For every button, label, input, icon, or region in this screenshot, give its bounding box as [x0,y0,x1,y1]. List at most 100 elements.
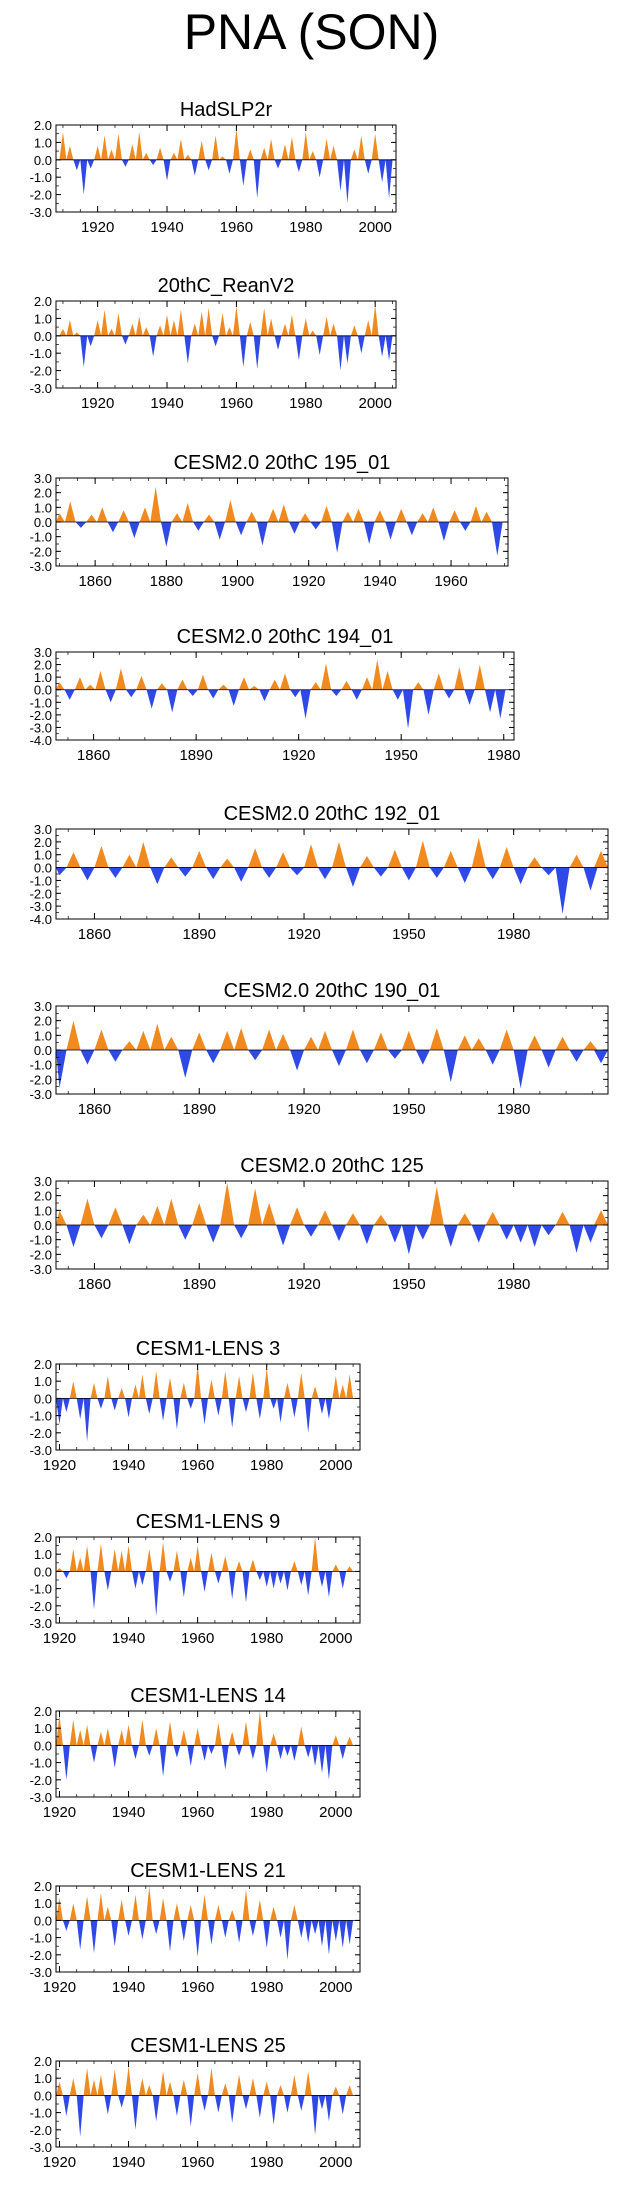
positive-anomaly-area [164,1198,179,1225]
positive-anomaly-area [192,1203,207,1225]
negative-anomaly-area [284,2095,291,2113]
negative-anomaly-area [277,1398,284,1423]
positive-anomaly-area [304,844,319,868]
positive-anomaly-area [219,313,226,336]
x-tick-label: 1960 [434,573,467,590]
y-tick-label: -1.0 [30,1233,52,1248]
positive-anomaly-area [387,849,402,868]
positive-anomaly-area [69,1719,77,1746]
negative-anomaly-area [208,689,219,699]
negative-anomaly-area [443,1225,458,1247]
negative-anomaly-area [318,1571,326,1587]
negative-anomaly-area [495,689,506,719]
negative-anomaly-area [239,159,247,186]
positive-anomaly-area [198,140,206,160]
negative-anomaly-area [249,1920,257,1936]
positive-anomaly-area [164,857,179,868]
y-tick-label: 1.0 [34,848,52,863]
positive-anomaly-area [220,1030,235,1050]
negative-anomaly-area [569,1225,584,1253]
positive-anomaly-area [309,151,317,160]
negative-anomaly-area [337,335,344,371]
x-tick-label: 1920 [287,926,320,943]
x-tick-label: 1980 [250,1804,283,1821]
y-tick-label: 2.0 [34,486,52,501]
y-tick-label: 2.0 [34,1879,52,1894]
negative-anomaly-area [111,1920,119,1947]
panel-title: CESM2.0 20thC 192_01 [224,803,441,825]
negative-anomaly-area [304,1398,312,1433]
negative-anomaly-area [471,1225,486,1243]
y-tick-label: 2.0 [34,294,52,309]
panel-title: CESM1-LENS 14 [130,1685,286,1707]
negative-anomaly-area [513,867,528,885]
negative-anomaly-area [378,159,386,183]
positive-anomaly-area [83,1724,91,1746]
negative-anomaly-area [221,1745,229,1770]
negative-anomaly-area [201,2095,208,2111]
y-tick-label: 2.0 [34,118,52,133]
positive-anomaly-area [97,1892,105,1921]
negative-anomaly-area [167,689,178,713]
positive-anomaly-area [269,679,280,690]
negative-anomaly-area [363,522,375,544]
x-tick-label: 1920 [287,1101,320,1118]
positive-anomaly-area [220,1182,235,1225]
x-tick-label: 1890 [183,1276,216,1293]
positive-anomaly-area [69,1903,77,1921]
x-tick-label: 2000 [319,2154,352,2171]
positive-anomaly-area [208,1379,215,1399]
negative-anomaly-area [304,1920,312,1943]
positive-anomaly-area [59,328,67,336]
positive-anomaly-area [278,504,290,522]
positive-anomaly-area [104,1376,112,1399]
negative-anomaly-area [152,2095,160,2122]
x-tick-label: 1980 [497,1101,530,1118]
x-tick-label: 1920 [81,395,114,412]
y-tick-label: -3.0 [30,381,52,396]
positive-anomaly-area [139,507,151,522]
negative-anomaly-area [166,1571,174,1582]
x-tick-label: 1960 [181,1457,214,1474]
positive-anomaly-area [111,2069,119,2096]
negative-anomaly-area [138,1920,146,1940]
positive-anomaly-area [83,1896,91,1921]
positive-anomaly-area [122,1041,137,1050]
y-tick-label: 3.0 [34,999,52,1014]
y-tick-label: -2.0 [30,1948,52,1963]
negative-anomaly-area [284,1920,291,1960]
positive-anomaly-area [238,677,250,690]
positive-anomaly-area [221,1555,229,1572]
positive-anomaly-area [339,1384,347,1399]
positive-anomaly-area [85,684,96,690]
positive-anomaly-area [74,677,86,690]
positive-anomaly-area [499,847,514,868]
negative-anomaly-area [325,1920,333,1955]
positive-anomaly-area [108,328,115,336]
positive-anomaly-area [350,325,358,336]
negative-anomaly-area [152,1920,160,1935]
positive-anomaly-area [177,138,185,160]
y-tick-label: 1.0 [34,311,52,326]
positive-anomaly-area [173,1550,181,1572]
negative-anomaly-area [228,1398,236,1428]
negative-anomaly-area [132,2095,139,2130]
x-tick-label: 1940 [112,1979,145,1996]
positive-anomaly-area [320,663,332,690]
negative-anomaly-area [173,2095,181,2117]
negative-anomaly-area [263,1920,271,1948]
negative-anomaly-area [201,1571,208,1593]
negative-anomaly-area [541,1050,556,1068]
negative-anomaly-area [159,1398,167,1421]
x-tick-label: 1950 [385,747,418,764]
negative-anomaly-area [138,1571,146,1586]
positive-anomaly-area [284,1382,291,1399]
negative-anomaly-area [104,1571,112,1591]
positive-anomaly-area [56,1210,67,1225]
negative-anomaly-area [226,159,233,174]
negative-anomaly-area [284,1745,291,1756]
negative-anomaly-area [234,867,249,882]
negative-anomaly-area [145,1398,153,1414]
positive-anomaly-area [594,850,608,868]
